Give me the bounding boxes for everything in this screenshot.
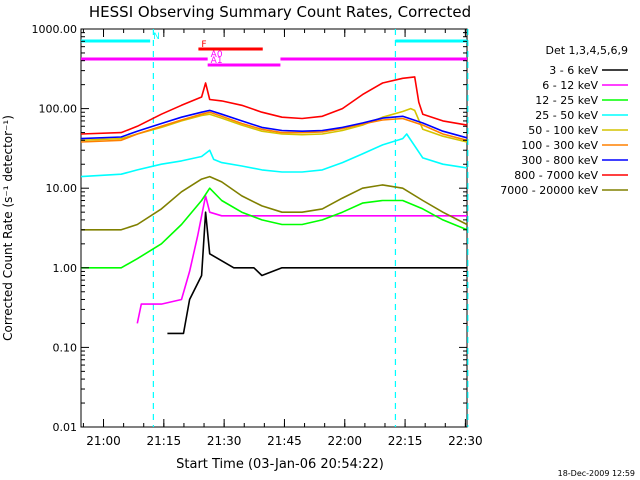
legend-label: 3 - 6 keV: [549, 64, 598, 77]
series-lines: [80, 76, 468, 335]
legend-label: 6 - 12 keV: [542, 79, 598, 92]
y-tick-label: 0.10: [53, 341, 78, 354]
flag-label: N: [153, 32, 160, 42]
x-tick-label: 22:15: [388, 434, 423, 448]
series-line: [167, 211, 467, 335]
x-tick-label: 22:00: [327, 434, 362, 448]
legend-label: 50 - 100 keV: [528, 124, 598, 137]
x-axis-label: Start Time (03-Jan-06 20:54:22): [176, 457, 384, 472]
series-line: [81, 175, 468, 231]
flag-label: A0: [211, 50, 223, 60]
x-tick-label: 22:30: [448, 434, 483, 448]
legend-label: 25 - 50 keV: [535, 109, 598, 122]
timestamp-label: 18-Dec-2009 12:59: [558, 469, 635, 478]
flag-label: A1: [211, 56, 223, 66]
y-axis: 1000.00 100.00 10.00 1.00 0.10 0.01: [32, 23, 467, 434]
y-tick-label: 0.01: [53, 421, 78, 434]
legend-label: 12 - 25 keV: [535, 94, 598, 107]
y-axis-label: Corrected Count Rate (s⁻¹ detector⁻¹): [1, 115, 15, 341]
y-tick-label: 1000.00: [32, 23, 78, 36]
series-line: [80, 111, 468, 143]
legend-label: 7000 - 20000 keV: [500, 184, 598, 197]
x-tick-label: 21:00: [86, 434, 121, 448]
legend-title: Det 1,3,4,5,6,9: [545, 44, 628, 57]
plot-frame: [80, 28, 468, 428]
y-tick-label: 100.00: [39, 103, 78, 116]
x-tick-label: 21:30: [207, 434, 242, 448]
vertical-markers: [152, 29, 469, 427]
x-axis: 21:00 21:15 21:30 21:45 22:00 22:15 22:30: [82, 29, 483, 448]
series-line: [136, 195, 467, 324]
series-line: [81, 187, 468, 269]
series-line: [80, 109, 468, 140]
x-tick-label: 21:45: [267, 434, 302, 448]
legend-label: 300 - 800 keV: [521, 154, 598, 167]
series-line: [80, 133, 468, 178]
flag-label: F: [201, 40, 206, 50]
legend-label: 100 - 300 keV: [521, 139, 598, 152]
series-line: [80, 107, 468, 143]
legend-label: 800 - 7000 keV: [514, 169, 598, 182]
x-tick-label: 21:15: [147, 434, 182, 448]
chart-title: HESSI Observing Summary Count Rates, Cor…: [89, 3, 471, 21]
y-tick-label: 1.00: [53, 262, 78, 275]
series-line: [80, 76, 468, 135]
y-tick-label: 10.00: [46, 182, 78, 195]
legend: Det 1,3,4,5,6,9 3 - 6 keV 6 - 12 keV 12 - …: [500, 44, 628, 197]
